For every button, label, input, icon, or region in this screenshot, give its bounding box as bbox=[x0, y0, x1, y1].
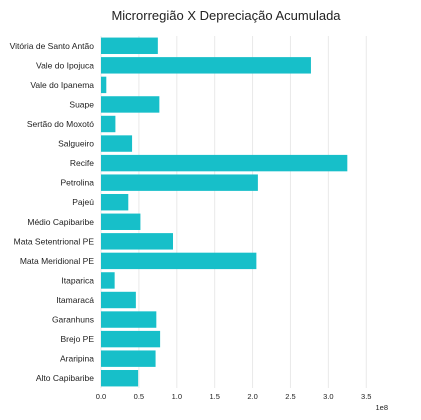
category-label: Mata Setentrional PE bbox=[14, 236, 95, 246]
x-tick-label: 1.0 bbox=[172, 392, 182, 401]
bar bbox=[101, 96, 160, 113]
x-tick-label: 2.5 bbox=[285, 392, 295, 401]
category-label: Sertão do Moxotó bbox=[27, 119, 94, 129]
category-label: Vale do Ipanema bbox=[30, 80, 94, 90]
bar bbox=[101, 252, 257, 270]
category-label: Salgueiro bbox=[58, 139, 94, 149]
category-label: Mata Meridional PE bbox=[20, 256, 95, 266]
bar bbox=[101, 174, 258, 191]
category-label: Recife bbox=[70, 158, 94, 168]
category-label: Petrolina bbox=[60, 178, 94, 188]
bar bbox=[101, 350, 156, 367]
bar bbox=[101, 194, 129, 211]
x-tick-label: 3.0 bbox=[323, 392, 333, 401]
bar bbox=[101, 115, 116, 133]
category-label: Brejo PE bbox=[60, 334, 94, 344]
category-labels: Vitória de Santo Antão Vale do Ipojuca Val… bbox=[10, 41, 95, 383]
x-tick-label: 2.0 bbox=[247, 392, 257, 401]
x-tick-label: 0.0 bbox=[96, 392, 106, 401]
bar bbox=[101, 57, 311, 74]
bar bbox=[101, 330, 161, 348]
bar bbox=[101, 272, 115, 289]
bar bbox=[101, 37, 158, 54]
gridlines bbox=[100, 36, 367, 388]
chart-title: Microrregião X Depreciação Acumulada bbox=[111, 8, 341, 23]
category-label: Araripina bbox=[60, 354, 94, 364]
category-label: Itamaracá bbox=[56, 295, 94, 305]
category-label: Suape bbox=[69, 99, 94, 109]
bars bbox=[101, 37, 348, 387]
bar bbox=[101, 213, 141, 230]
bar bbox=[101, 135, 133, 152]
category-label: Garanhuns bbox=[52, 315, 94, 325]
x-tick-label: 1.5 bbox=[209, 392, 219, 401]
category-label: Médio Capibaribe bbox=[27, 217, 94, 227]
bar bbox=[101, 311, 157, 328]
bar bbox=[101, 370, 139, 387]
category-label: Vale do Ipojuca bbox=[36, 60, 94, 70]
category-label: Alto Capibaribe bbox=[36, 373, 94, 383]
category-label: Itaparica bbox=[61, 275, 94, 285]
bar bbox=[101, 76, 107, 94]
bar bbox=[101, 154, 348, 172]
bar bbox=[101, 291, 136, 309]
category-label: Vitória de Santo Antão bbox=[10, 41, 95, 51]
bar bbox=[101, 233, 173, 250]
x-scale-label: 1e8 bbox=[375, 403, 388, 412]
x-tick-labels: 0.0 0.5 1.0 1.5 2.0 2.5 3.0 3.5 bbox=[96, 392, 372, 401]
x-tick-label: 0.5 bbox=[134, 392, 144, 401]
category-label: Pajeú bbox=[72, 197, 94, 207]
x-tick-label: 3.5 bbox=[361, 392, 371, 401]
